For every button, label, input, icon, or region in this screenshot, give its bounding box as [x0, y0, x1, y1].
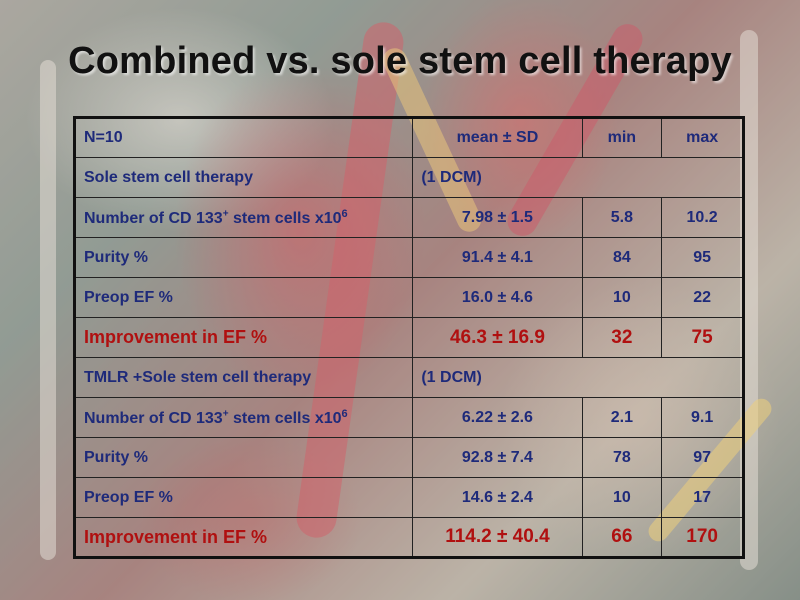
table-row: Number of CD 133+ stem cells x106 6.22 ±…	[73, 397, 744, 438]
slide-title: Combined vs. sole stem cell therapy	[68, 40, 732, 82]
cell-min: 32	[581, 317, 663, 358]
row-label: Purity %	[73, 437, 414, 478]
table-row: Preop EF % 16.0 ± 4.6 10 22	[73, 277, 744, 318]
table-row: Number of CD 133+ stem cells x106 7.98 ±…	[73, 197, 744, 238]
table-header-row: N=10 mean ± SD min max	[73, 117, 744, 158]
cell-mean: 7.98 ± 1.5	[412, 197, 583, 238]
table-row: Preop EF % 14.6 ± 2.4 10 17	[73, 477, 744, 518]
cell-max: 22	[661, 277, 744, 318]
cell-min: 66	[581, 517, 663, 558]
cell-min: 2.1	[581, 397, 663, 438]
row-label: Number of CD 133+ stem cells x106	[73, 397, 414, 438]
section-title: Sole stem cell therapy	[73, 157, 414, 198]
header-mean: mean ± SD	[412, 117, 583, 158]
section-note: (1 DCM)	[412, 157, 744, 198]
table-row: Purity % 91.4 ± 4.1 84 95	[73, 237, 744, 278]
cell-mean: 46.3 ± 16.9	[412, 317, 583, 358]
cell-min: 5.8	[581, 197, 663, 238]
background-decoration	[40, 60, 56, 560]
table-row-highlight: Improvement in EF % 46.3 ± 16.9 32 75	[73, 317, 744, 358]
cell-max: 95	[661, 237, 744, 278]
section-note: (1 DCM)	[412, 357, 744, 398]
header-max: max	[661, 117, 744, 158]
row-label: Improvement in EF %	[73, 317, 414, 358]
table-row-highlight: Improvement in EF % 114.2 ± 40.4 66 170	[73, 517, 744, 558]
row-label: Preop EF %	[73, 477, 414, 518]
cell-mean: 92.8 ± 7.4	[412, 437, 583, 478]
cell-max: 10.2	[661, 197, 744, 238]
row-label: Preop EF %	[73, 277, 414, 318]
cell-max: 9.1	[661, 397, 744, 438]
cell-mean: 91.4 ± 4.1	[412, 237, 583, 278]
section-row: Sole stem cell therapy (1 DCM)	[73, 157, 744, 198]
row-label: Improvement in EF %	[73, 517, 414, 558]
cell-max: 75	[661, 317, 744, 358]
cell-mean: 14.6 ± 2.4	[412, 477, 583, 518]
cell-mean: 6.22 ± 2.6	[412, 397, 583, 438]
section-title: TMLR +Sole stem cell therapy	[73, 357, 414, 398]
cell-max: 17	[661, 477, 744, 518]
cell-mean: 114.2 ± 40.4	[412, 517, 583, 558]
cell-min: 10	[581, 477, 663, 518]
cell-mean: 16.0 ± 4.6	[412, 277, 583, 318]
cell-max: 97	[661, 437, 744, 478]
row-label: Number of CD 133+ stem cells x106	[73, 197, 414, 238]
section-row: TMLR +Sole stem cell therapy (1 DCM)	[73, 357, 744, 398]
cell-min: 84	[581, 237, 663, 278]
results-table: N=10 mean ± SD min max Sole stem cell th…	[73, 116, 745, 559]
cell-max: 170	[661, 517, 744, 558]
header-n: N=10	[73, 117, 414, 158]
cell-min: 78	[581, 437, 663, 478]
cell-min: 10	[581, 277, 663, 318]
row-label: Purity %	[73, 237, 414, 278]
header-min: min	[581, 117, 663, 158]
table-row: Purity % 92.8 ± 7.4 78 97	[73, 437, 744, 478]
